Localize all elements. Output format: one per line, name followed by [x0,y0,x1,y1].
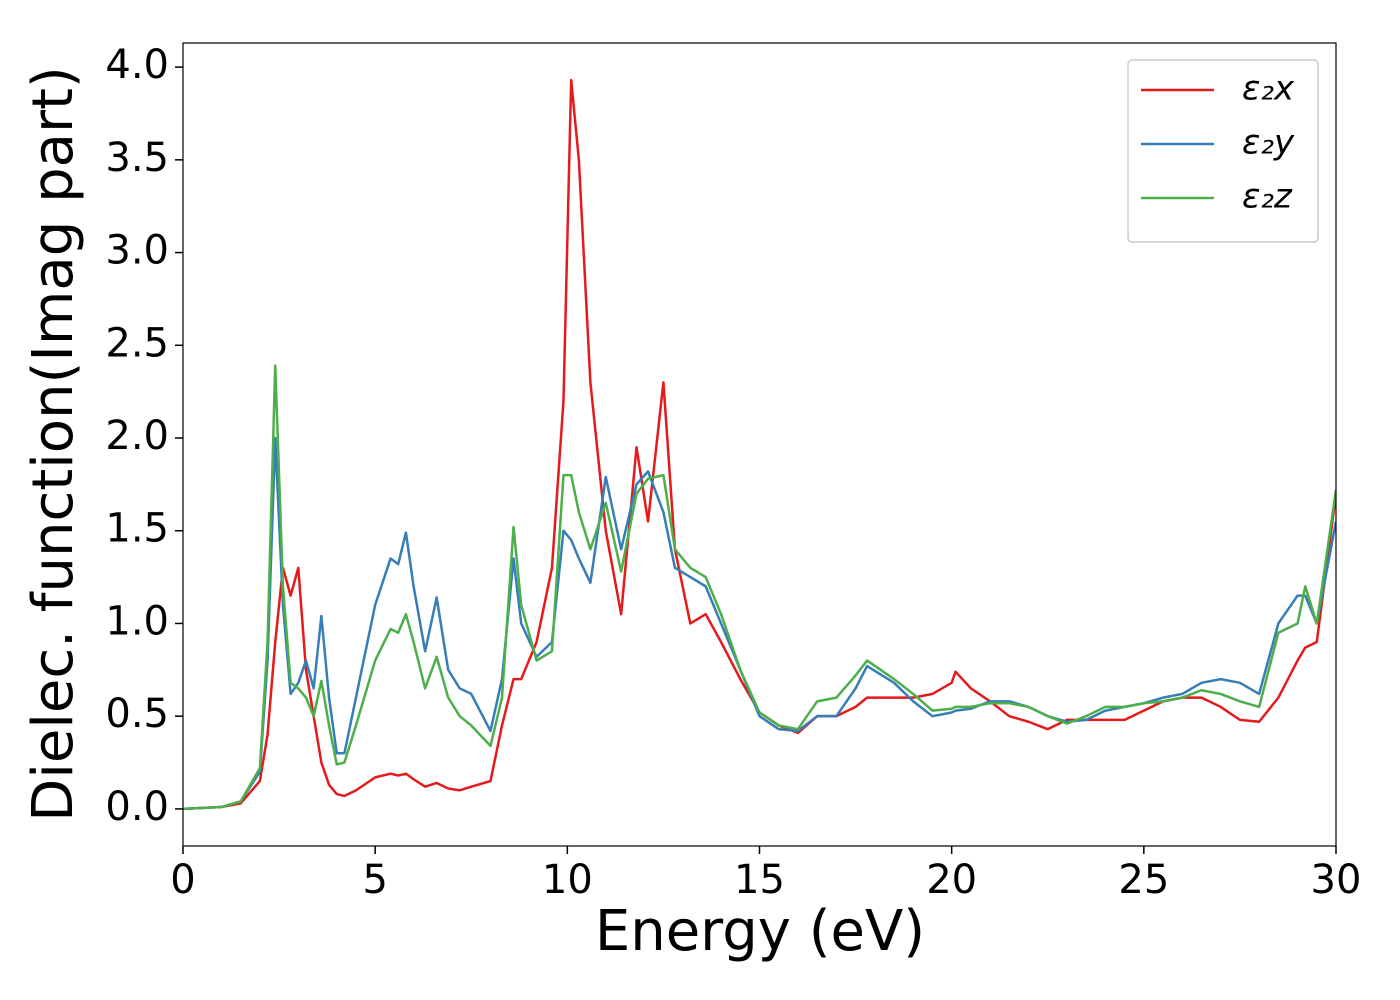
x-tick-label: 15 [734,857,785,903]
legend-label: ε₂y [1242,123,1295,163]
series-line [183,78,1336,811]
y-tick-label: 1.5 [105,506,169,552]
y-tick-label: 2.5 [105,320,169,366]
y-tick-label: 2.0 [105,413,169,459]
y-axis-label: Dielec. function(Imag part) [21,66,86,822]
y-tick-label: 3.0 [105,228,169,274]
y-tick-label: 1.0 [105,598,169,644]
x-tick-label: 5 [362,857,387,903]
x-tick-label: 20 [926,857,977,903]
x-tick-label: 30 [1311,857,1362,903]
series-line [183,364,1336,811]
y-tick-label: 4.0 [105,42,169,88]
legend-label: ε₂z [1242,177,1293,217]
y-tick-label: 3.5 [105,135,169,181]
legend-box [1127,59,1319,243]
x-axis-label: Energy (eV) [595,899,925,964]
y-tick-label: 0.0 [105,784,169,830]
series-line [183,436,1336,811]
x-tick-label: 10 [542,857,593,903]
x-tick-label: 0 [170,857,195,903]
plot-frame [182,42,1337,847]
y-tick-label: 0.5 [105,691,169,737]
legend-label: ε₂x [1242,69,1295,109]
x-tick-label: 25 [1118,857,1169,903]
